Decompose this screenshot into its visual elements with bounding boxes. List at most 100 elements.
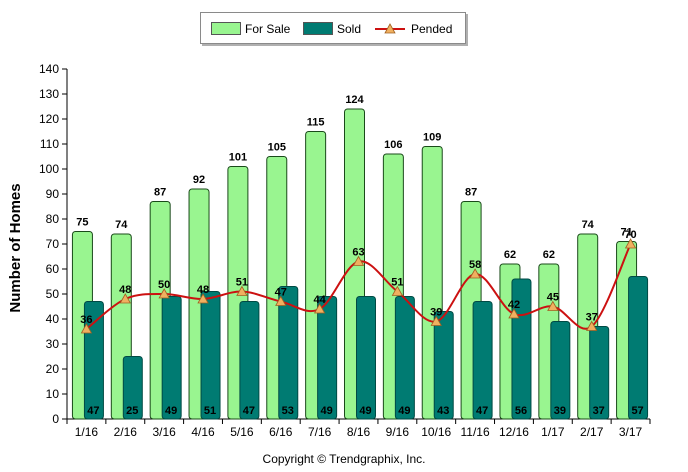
data-label-for-sale: 87	[465, 187, 477, 199]
data-label-sold: 47	[87, 405, 99, 417]
y-tick-label: 10	[46, 387, 60, 401]
y-tick-label: 60	[46, 262, 60, 276]
bar-sold	[394, 296, 415, 420]
pended-marker	[547, 300, 559, 311]
data-label-sold: 49	[321, 405, 333, 417]
x-tick-label: 2/16	[114, 425, 138, 439]
pended-marker	[313, 303, 326, 314]
bar-sold	[628, 276, 649, 420]
data-label-sold: 47	[243, 405, 255, 417]
x-tick-label: 9/16	[386, 425, 410, 439]
data-label-sold: 37	[593, 405, 605, 417]
x-tick-label: 7/16	[308, 425, 332, 439]
x-tick-label: 3/17	[619, 425, 643, 439]
bar-sold	[278, 286, 299, 420]
data-label-sold: 51	[204, 405, 216, 417]
pended-marker	[469, 268, 481, 279]
copyright-text: Copyright © Trendgraphix, Inc.	[262, 452, 426, 466]
y-axis-label: Number of Homes	[7, 183, 24, 312]
pended-marker	[352, 255, 365, 266]
data-label-pended: 47	[275, 287, 287, 299]
data-label-pended: 45	[547, 292, 559, 304]
x-tick-label: 1/17	[541, 425, 565, 439]
chart-line	[80, 238, 637, 334]
y-tick-label: 100	[39, 162, 59, 176]
y-tick-label: 0	[52, 412, 59, 426]
chart-legend: For Sale Sold Pended	[200, 12, 466, 44]
pended-marker	[430, 315, 442, 326]
data-label-for-sale: 105	[268, 142, 286, 154]
data-label-for-sale: 124	[345, 94, 364, 106]
data-label-for-sale: 62	[504, 249, 516, 261]
bar-sold	[239, 301, 260, 420]
chart-axes: 0 10 20 30 40 50 60 70 80 90 100 110 120 130 140 1/16 2/…	[39, 62, 651, 439]
pended-marker	[624, 238, 637, 249]
pended-marker	[275, 295, 287, 306]
data-label-pended: 48	[197, 284, 209, 296]
bar-sold	[161, 296, 182, 420]
y-tick-label: 110	[40, 137, 59, 151]
data-label-for-sale: 62	[543, 249, 555, 261]
bar-sold	[433, 311, 454, 420]
data-label-sold: 43	[437, 405, 449, 417]
y-tick-label: 80	[46, 212, 60, 226]
data-label-sold: 49	[398, 405, 410, 417]
pended-marker	[236, 285, 248, 296]
y-tick-label: 50	[46, 287, 60, 301]
data-label-pended: 39	[430, 307, 442, 319]
data-label-for-sale: 92	[193, 174, 205, 186]
legend-line-pended	[375, 23, 405, 34]
data-label-sold: 39	[554, 405, 566, 417]
y-tick-label: 140	[39, 62, 59, 76]
data-label-pended: 58	[469, 259, 481, 271]
data-label-for-sale: 75	[76, 217, 88, 229]
legend-label-for-sale: For Sale	[245, 22, 291, 36]
x-tick-label: 8/16	[347, 425, 371, 439]
y-tick-label: 120	[39, 112, 59, 126]
data-label-for-sale: 106	[384, 139, 402, 151]
data-label-pended: 63	[352, 247, 364, 259]
data-label-for-sale: 87	[154, 187, 166, 199]
pended-marker	[119, 293, 131, 304]
x-tick-label: 3/16	[152, 425, 176, 439]
data-label-pended: 37	[586, 312, 598, 324]
legend-swatch-sold	[303, 22, 333, 35]
y-tick-label: 20	[46, 362, 60, 376]
legend-label-sold: Sold	[337, 22, 362, 36]
data-label-sold: 47	[476, 405, 488, 417]
data-label-pended: 48	[119, 284, 131, 296]
x-tick-label: 5/16	[230, 425, 254, 439]
pended-marker	[80, 323, 93, 334]
pended-marker	[508, 308, 520, 319]
x-tick-label: 2/17	[580, 425, 604, 439]
y-tick-label: 30	[46, 337, 60, 351]
data-label-sold: 53	[282, 405, 294, 417]
pended-marker	[158, 288, 170, 299]
bar-sold	[200, 291, 221, 420]
pended-marker	[197, 293, 209, 304]
x-tick-label: 12/16	[499, 425, 529, 439]
bar-sold	[317, 296, 338, 420]
bar-sold	[356, 296, 376, 420]
x-tick-label: 1/16	[75, 425, 99, 439]
y-tick-label: 70	[46, 237, 60, 251]
bar-sold	[550, 321, 571, 420]
data-label-sold: 49	[359, 405, 371, 417]
data-label-for-sale: 74	[115, 219, 128, 231]
bar-sold	[122, 356, 143, 420]
data-label-for-sale: 109	[423, 132, 441, 144]
data-label-sold: 25	[126, 405, 138, 417]
data-label-for-sale: 115	[307, 117, 325, 129]
x-tick-label: 4/16	[191, 425, 215, 439]
legend-label-pended: Pended	[411, 22, 453, 36]
data-label-pended: 51	[236, 277, 248, 289]
chart-bars	[71, 108, 649, 420]
y-tick-label: 90	[46, 187, 60, 201]
y-tick-label: 40	[46, 312, 60, 326]
pended-marker	[586, 320, 598, 331]
data-label-pended: 51	[391, 277, 403, 289]
x-tick-label: 10/16	[421, 425, 451, 439]
bar-sold	[589, 326, 610, 420]
bar-sold	[472, 301, 493, 420]
